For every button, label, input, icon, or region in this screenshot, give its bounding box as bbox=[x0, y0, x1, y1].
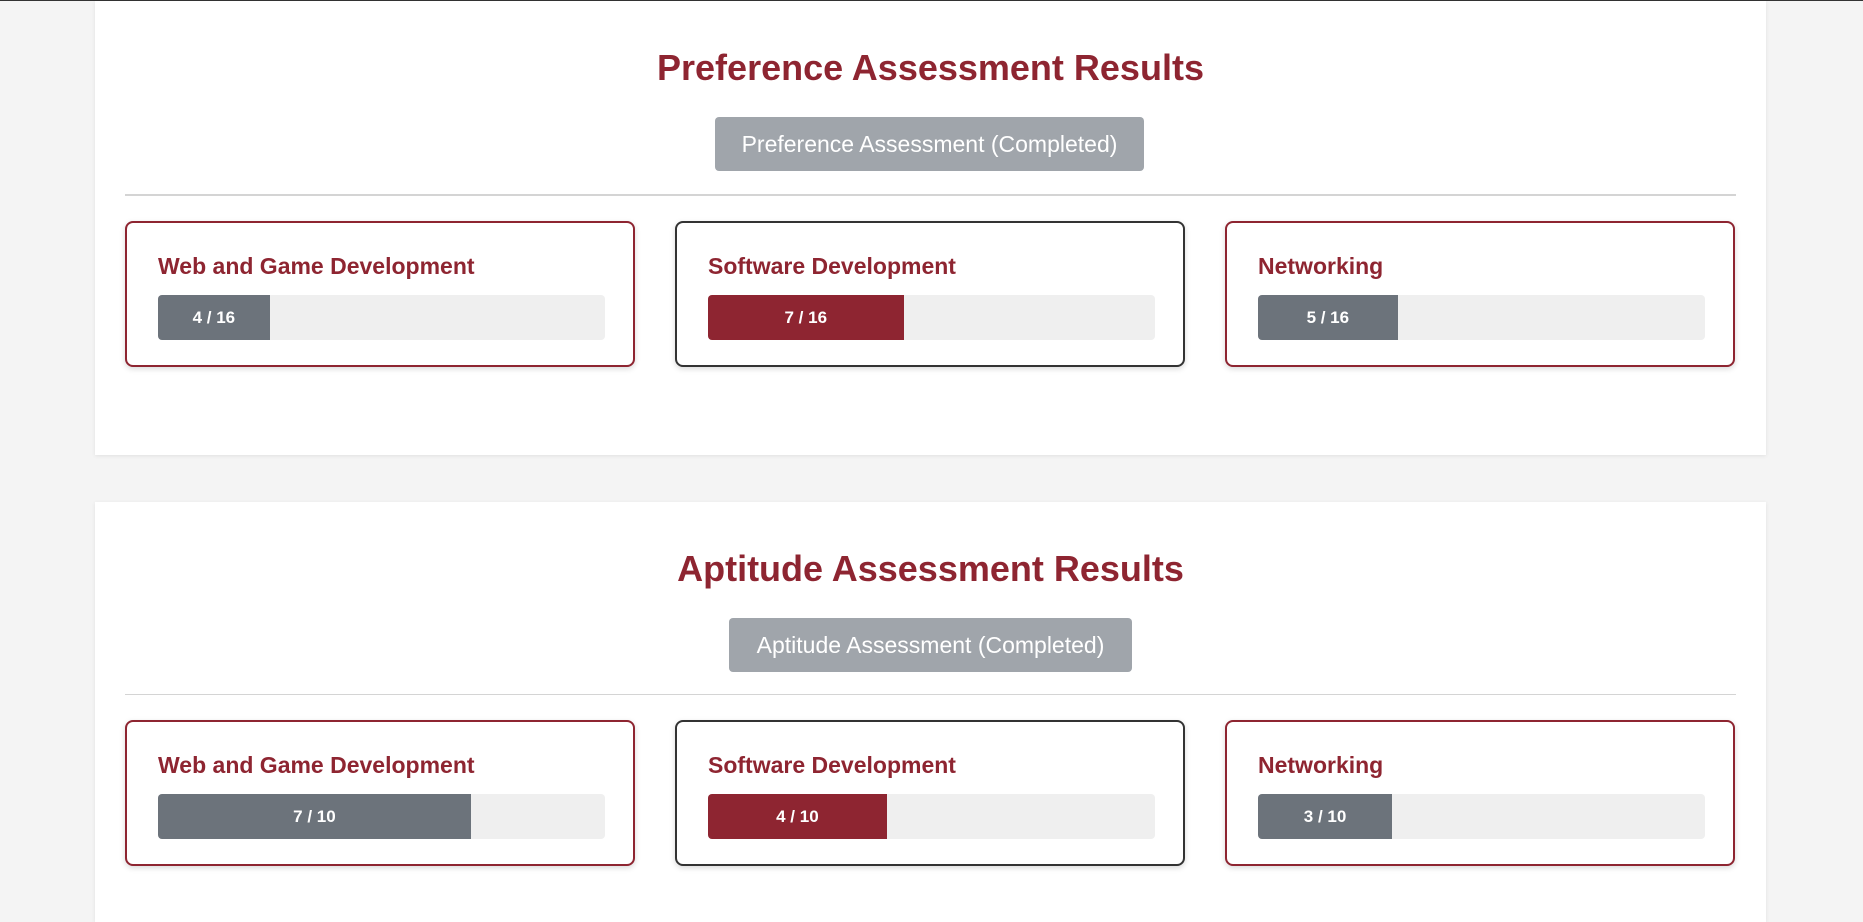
result-card-software: Software Development 4 / 10 bbox=[675, 720, 1185, 866]
progress-label: 7 / 10 bbox=[293, 806, 336, 826]
progress-label: 4 / 16 bbox=[192, 307, 236, 327]
card-title: Software Development bbox=[708, 253, 956, 279]
result-card-web-game: Web and Game Development 7 / 10 bbox=[125, 720, 635, 866]
progress-track: 3 / 10 bbox=[1258, 794, 1705, 839]
progress-fill: 5 / 16 bbox=[1258, 295, 1398, 340]
progress-fill: 7 / 10 bbox=[158, 794, 471, 839]
preference-results-section: Preference Assessment Results Preference… bbox=[95, 1, 1766, 455]
section-title: Aptitude Assessment Results bbox=[677, 548, 1184, 589]
divider bbox=[125, 694, 1736, 695]
progress-fill: 7 / 16 bbox=[708, 295, 904, 340]
result-card-networking: Networking 3 / 10 bbox=[1225, 720, 1735, 866]
card-title: Web and Game Development bbox=[158, 752, 475, 778]
progress-label: 3 / 10 bbox=[1303, 806, 1347, 826]
divider bbox=[125, 194, 1736, 196]
progress-label: 5 / 16 bbox=[1306, 307, 1350, 327]
progress-track: 5 / 16 bbox=[1258, 295, 1705, 340]
top-border-line bbox=[0, 0, 1863, 1]
result-card-software: Software Development 7 / 16 bbox=[675, 221, 1185, 367]
aptitude-assessment-button[interactable]: Aptitude Assessment (Completed) bbox=[729, 618, 1132, 672]
progress-label: 7 / 16 bbox=[784, 307, 828, 327]
section-title: Preference Assessment Results bbox=[657, 47, 1204, 88]
aptitude-results-section: Aptitude Assessment Results Aptitude Ass… bbox=[95, 502, 1766, 922]
progress-fill: 4 / 16 bbox=[158, 295, 270, 340]
card-title: Networking bbox=[1258, 752, 1384, 778]
progress-fill: 4 / 10 bbox=[708, 794, 887, 839]
progress-track: 7 / 16 bbox=[708, 295, 1155, 340]
card-title: Networking bbox=[1258, 253, 1384, 279]
result-card-networking: Networking 5 / 16 bbox=[1225, 221, 1735, 367]
progress-track: 4 / 10 bbox=[708, 794, 1155, 839]
progress-track: 4 / 16 bbox=[158, 295, 605, 340]
progress-track: 7 / 10 bbox=[158, 794, 605, 839]
progress-fill: 3 / 10 bbox=[1258, 794, 1393, 839]
progress-label: 4 / 10 bbox=[776, 806, 819, 826]
card-title: Software Development bbox=[708, 752, 956, 778]
preference-assessment-button[interactable]: Preference Assessment (Completed) bbox=[715, 117, 1144, 171]
result-card-web-game: Web and Game Development 4 / 16 bbox=[125, 221, 635, 367]
card-title: Web and Game Development bbox=[158, 253, 475, 279]
